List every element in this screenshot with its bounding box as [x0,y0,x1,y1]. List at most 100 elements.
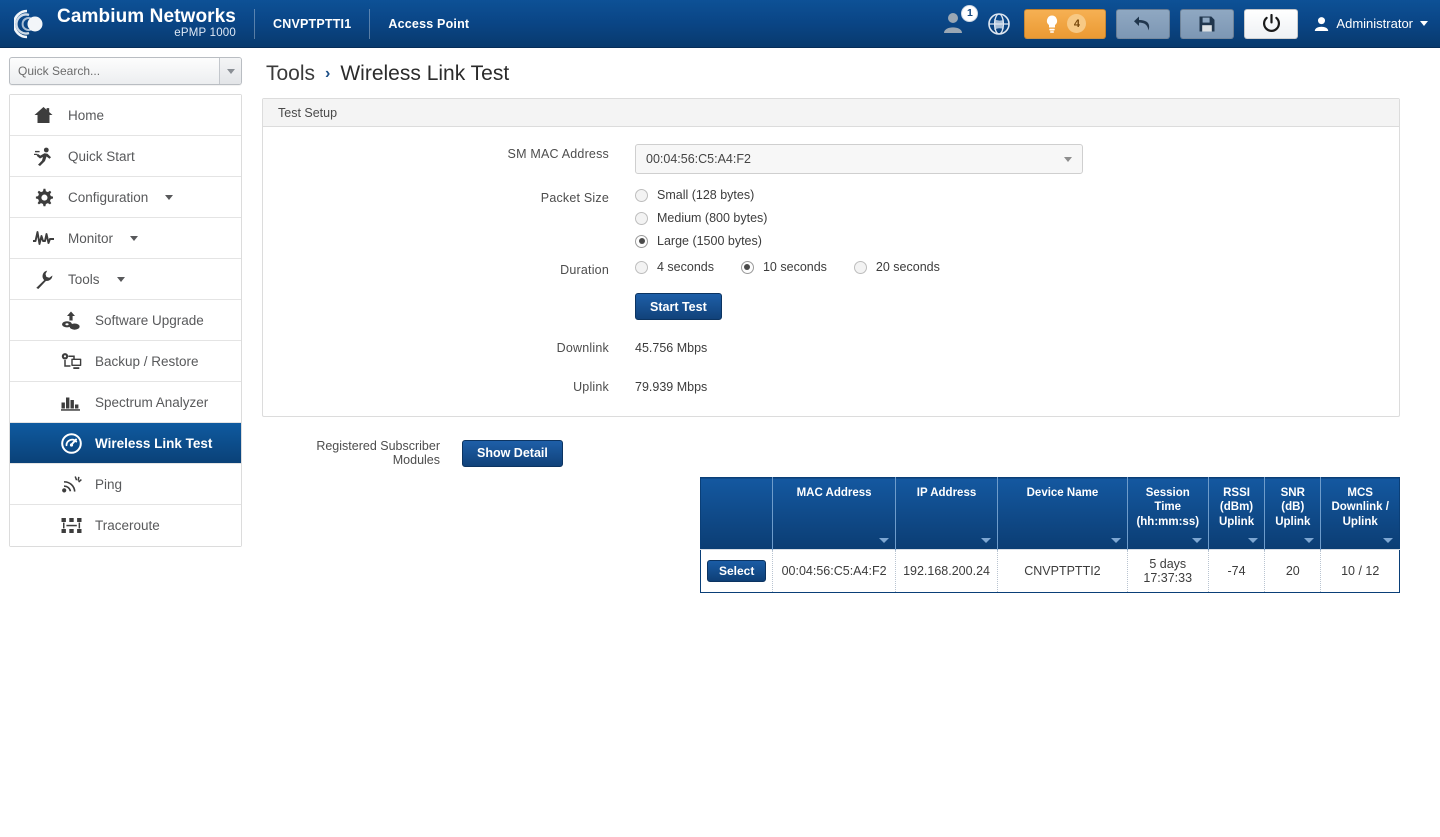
packet-size-option-medium[interactable]: Medium (800 bytes) [635,211,1399,225]
divider [369,8,371,39]
radio-label: Large (1500 bytes) [657,234,762,248]
waveform-icon [32,229,54,247]
subscribers-table: MAC Address IP Address Device Name [700,477,1400,594]
device-name-label: CNVPTPTTI1 [272,16,352,31]
sort-arrow-icon[interactable] [878,538,889,544]
sort-arrow-icon[interactable] [981,538,992,544]
sidebar-item-quick-start[interactable]: Quick Start [10,136,241,177]
alarms-button[interactable]: 4 [1024,8,1107,39]
sidebar-item-home[interactable]: Home [10,95,241,136]
save-disk-icon [1199,16,1215,31]
undo-button[interactable] [1116,8,1171,39]
downlink-label: Downlink [556,341,609,355]
search-input[interactable] [10,58,219,84]
column-mcs-downlink-uplink[interactable]: MCS Downlink / Uplink [1320,477,1400,550]
column-mac-address[interactable]: MAC Address [772,477,896,550]
brand-model: ePMP 1000 [174,27,236,40]
bar-chart-icon [60,394,82,411]
sidebar-item-monitor[interactable]: Monitor [10,218,241,259]
column-label: SNR (dB) Uplink [1275,487,1311,528]
save-button[interactable] [1180,8,1235,39]
show-detail-button[interactable]: Show Detail [462,439,563,467]
column-snr-uplink[interactable]: SNR (dB) Uplink [1264,477,1322,550]
undo-icon [1134,16,1150,30]
field-label: Packet Size [540,191,609,205]
cell-snr-uplink: 20 [1264,549,1322,593]
sidebar-item-ping[interactable]: Ping [10,464,241,505]
sidebar-nav: Home Quick Start [9,94,242,547]
quick-search[interactable] [9,57,242,85]
sidebar-item-spectrum-analyzer[interactable]: Spectrum Analyzer [10,382,241,423]
column-label: MCS Downlink / Uplink [1331,487,1389,528]
power-button[interactable] [1244,8,1299,39]
chevron-down-icon [1064,156,1072,162]
bulb-icon [1047,15,1058,33]
sort-arrow-icon[interactable] [1248,538,1259,544]
backup-restore-icon [60,352,82,370]
user-alert-button[interactable]: 1 [940,4,979,41]
downlink-value: 45.756 Mbps [635,341,708,355]
sidebar-item-traceroute[interactable]: Traceroute [10,505,241,546]
sidebar: Home Quick Start [0,48,250,547]
globe-icon [988,12,1011,35]
gear-icon [32,188,54,207]
field-label: SM MAC Address [507,147,609,161]
sort-arrow-icon[interactable] [1383,538,1393,544]
field-sm-mac-address: SM MAC Address 00:04:56:C5:A4:F2 [263,144,1399,174]
column-rssi-uplink[interactable]: RSSI (dBm) Uplink [1208,477,1266,550]
cell-mcs-downlink-uplink: 10 / 12 [1320,549,1400,593]
row-downlink: Downlink 45.756 Mbps [263,338,1399,355]
globe-button[interactable] [984,9,1014,39]
uplink-label: Uplink [573,380,609,394]
user-alert-badge: 1 [961,4,979,22]
account-menu[interactable]: Administrator [1314,16,1428,32]
packet-size-option-large[interactable]: Large (1500 bytes) [635,234,1399,248]
column-label: Session Time (hh:mm:ss) [1136,487,1200,528]
power-icon [1262,14,1280,32]
sort-arrow-icon[interactable] [1304,538,1315,544]
sidebar-item-backup-restore[interactable]: Backup / Restore [10,341,241,382]
wrench-icon [32,270,54,289]
radio-button[interactable] [635,211,648,225]
chevron-down-icon [226,68,235,74]
sidebar-item-software-upgrade[interactable]: Software Upgrade [10,300,241,341]
start-test-button[interactable]: Start Test [635,293,722,320]
radio-label: 4 seconds [657,260,714,274]
ping-signal-icon [60,475,82,494]
sidebar-item-label: Traceroute [95,518,160,533]
duration-radio-20s[interactable] [853,260,867,274]
radio-button[interactable] [635,234,648,248]
duration-radio-10s[interactable] [740,260,754,274]
sidebar-item-label: Monitor [68,230,114,246]
cell-ip-address[interactable]: 192.168.200.24 [895,549,999,593]
column-session-time[interactable]: Session Time (hh:mm:ss) [1127,477,1209,550]
sidebar-item-wireless-link-test[interactable]: Wireless Link Test [10,423,241,464]
sidebar-item-configuration[interactable]: Configuration [10,177,241,218]
cell-select: Select [700,549,774,593]
user-avatar-icon [1315,16,1329,31]
search-dropdown-toggle[interactable] [219,58,241,84]
radio-label: Medium (800 bytes) [657,211,768,225]
page-title: Wireless Link Test [340,62,510,85]
table-row[interactable]: Select 00:04:56:C5:A4:F2 192.168.200.24 … [700,549,1400,593]
column-device-name[interactable]: Device Name [997,477,1128,550]
packet-size-option-small[interactable]: Small (128 bytes) [635,188,1399,202]
brand-logo[interactable]: Cambium Networks ePMP 1000 [0,7,236,41]
sm-mac-address-select[interactable]: 00:04:56:C5:A4:F2 [635,144,1083,174]
sidebar-item-tools[interactable]: Tools [10,259,241,300]
sort-arrow-icon[interactable] [1191,538,1202,544]
radio-button[interactable] [635,188,648,202]
sidebar-item-label: Ping [95,476,123,492]
select-row-button[interactable]: Select [707,560,767,583]
alarm-count-badge: 4 [1067,14,1087,33]
sidebar-item-label: Configuration [68,189,149,205]
duration-radio-4s[interactable] [635,260,648,274]
cell-device-name[interactable]: CNVPTPTTI2 [997,549,1128,593]
breadcrumb-parent[interactable]: Tools [266,62,316,85]
software-upgrade-icon [60,311,82,330]
divider [253,8,255,39]
home-icon [32,106,54,124]
sort-arrow-icon[interactable] [1110,538,1121,544]
column-ip-address[interactable]: IP Address [895,477,999,550]
sm-mac-address-value: 00:04:56:C5:A4:F2 [646,152,751,166]
